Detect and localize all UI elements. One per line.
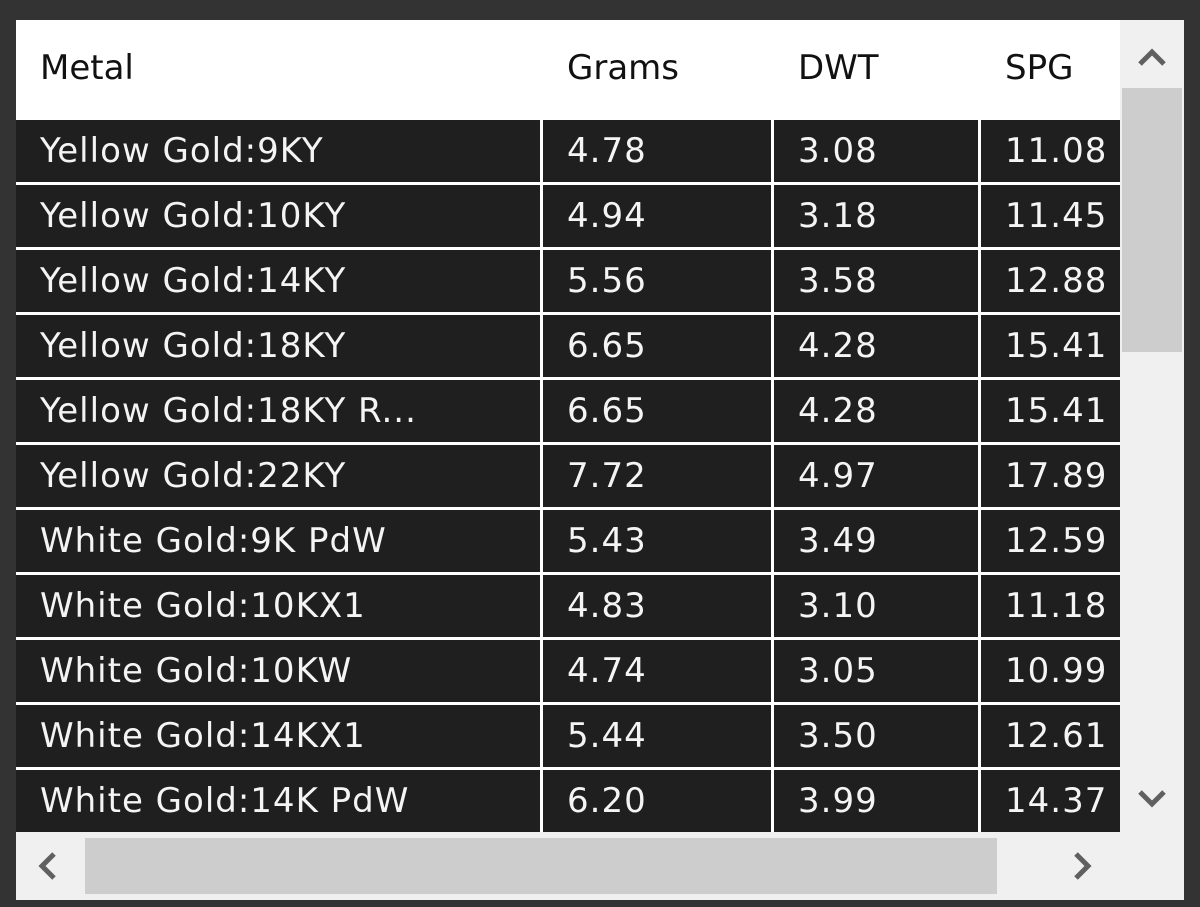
table-cell: 15.41 — [981, 315, 1120, 377]
table-cell: 3.08 — [774, 120, 978, 182]
table-cell: Yellow Gold:10KY — [16, 185, 540, 247]
table-cell: Yellow Gold:14KY — [16, 250, 540, 312]
column-header: SPG — [981, 20, 1120, 117]
column-header: DWT — [774, 20, 978, 117]
table-cell: 4.28 — [774, 380, 978, 442]
table-cell: 5.44 — [543, 705, 771, 767]
table-cell: 4.94 — [543, 185, 771, 247]
table-cell: White Gold:9K PdW — [16, 510, 540, 572]
table-cell: 7.72 — [543, 445, 771, 507]
table-cell: 17.89 — [981, 445, 1120, 507]
scroll-arrows — [1138, 48, 1166, 808]
table-cell: 5.43 — [543, 510, 771, 572]
table-cell: 12.59 — [981, 510, 1120, 572]
table-cell: 11.45 — [981, 185, 1120, 247]
table-cell: 11.18 — [981, 575, 1120, 637]
table-cell: 6.20 — [543, 770, 771, 832]
table-cell: 3.05 — [774, 640, 978, 702]
table-cell: 3.58 — [774, 250, 978, 312]
table-cell: 4.28 — [774, 315, 978, 377]
table-cell: 11.08 — [981, 120, 1120, 182]
table-cell: 4.97 — [774, 445, 978, 507]
column-header: Metal — [16, 20, 540, 117]
table-cell: White Gold:10KX1 — [16, 575, 540, 637]
table-cell: 10.99 — [981, 640, 1120, 702]
table-cell: Yellow Gold:18KY — [16, 315, 540, 377]
table-cell: White Gold:14K PdW — [16, 770, 540, 832]
table-cell: White Gold:10KW — [16, 640, 540, 702]
column-header: Grams — [543, 20, 771, 117]
vertical-scrollbar[interactable] — [1120, 20, 1184, 832]
arrow-up[interactable] — [1138, 48, 1166, 66]
table-cell: Yellow Gold:22KY — [16, 445, 540, 507]
data-grid: Metal Grams DWT SPG Yellow Gold:9KY 4.78 3.08 1… — [16, 20, 1120, 832]
arrow-left[interactable] — [38, 852, 56, 880]
arrow-down[interactable] — [1138, 790, 1166, 808]
table-cell: Yellow Gold:9KY — [16, 120, 540, 182]
table-cell: 4.83 — [543, 575, 771, 637]
arrow-right[interactable] — [1074, 852, 1092, 880]
table-cell: 14.37 — [981, 770, 1120, 832]
table-cell: Yellow Gold:18KY R... — [16, 380, 540, 442]
table-cell: 15.41 — [981, 380, 1120, 442]
table-cell: 3.10 — [774, 575, 978, 637]
table-cell: 5.56 — [543, 250, 771, 312]
table-cell: 3.49 — [774, 510, 978, 572]
scroll-thumb[interactable] — [85, 838, 997, 894]
horizontal-scrollbar[interactable] — [16, 832, 1184, 900]
table-cell: 3.18 — [774, 185, 978, 247]
table-cell: 12.88 — [981, 250, 1120, 312]
table-cell: 3.99 — [774, 770, 978, 832]
scroll-arrows — [38, 852, 1092, 880]
table-cell: 4.74 — [543, 640, 771, 702]
table-cell: 6.65 — [543, 315, 771, 377]
table-cell: White Gold:14KX1 — [16, 705, 540, 767]
scroll-thumb[interactable] — [1122, 88, 1182, 352]
table-cell: 4.78 — [543, 120, 771, 182]
table-cell: 6.65 — [543, 380, 771, 442]
table-cell: 3.50 — [774, 705, 978, 767]
table-cell: 12.61 — [981, 705, 1120, 767]
